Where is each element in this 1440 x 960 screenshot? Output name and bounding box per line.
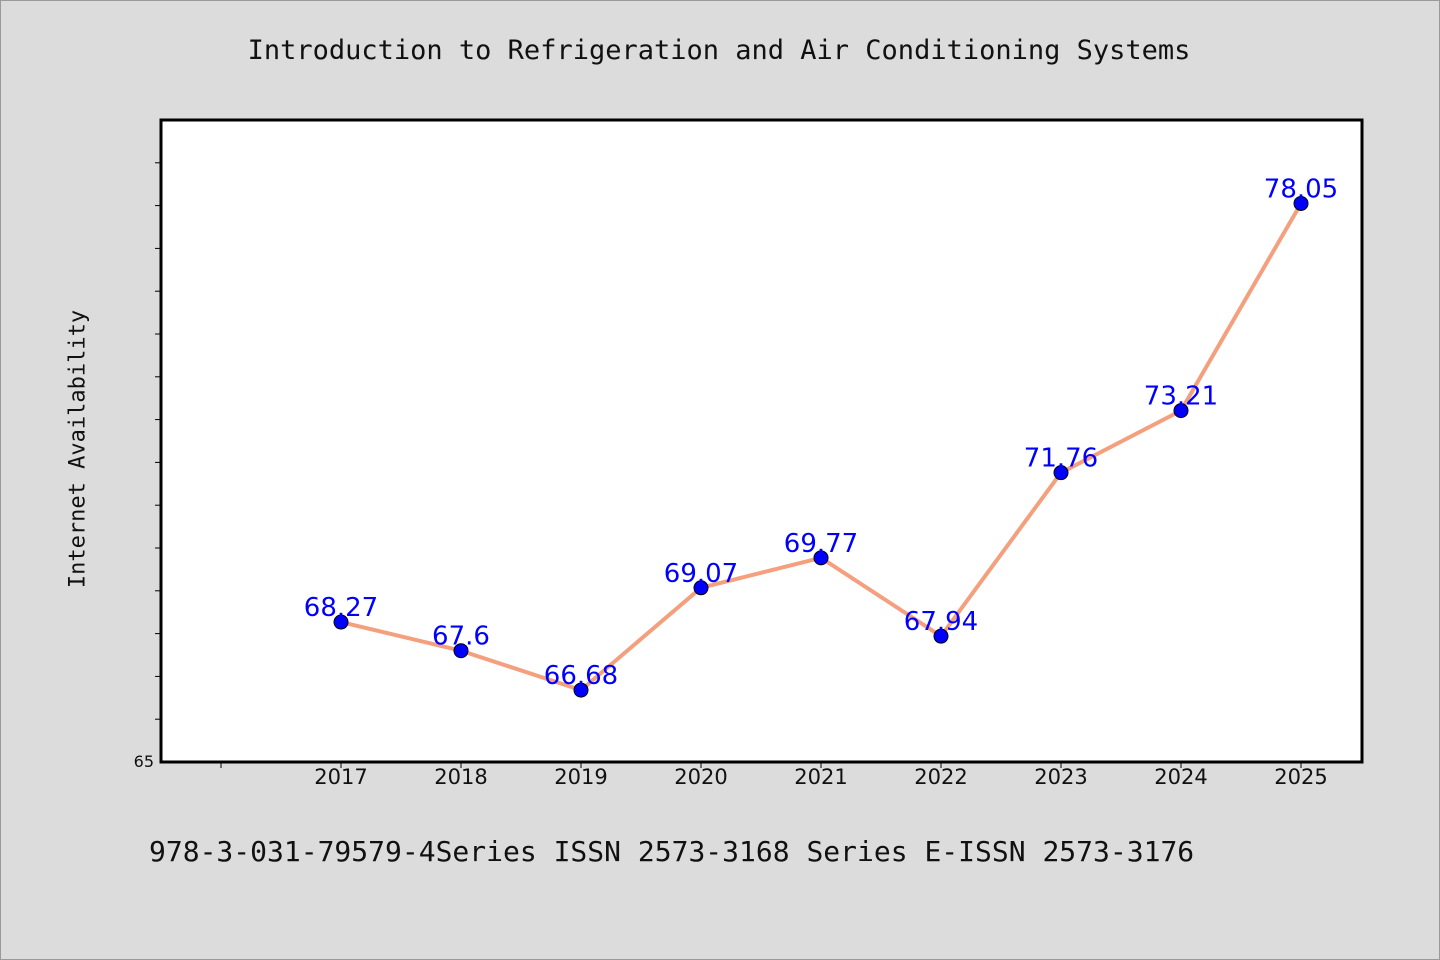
data-label: 67.94 — [904, 607, 978, 637]
data-label: 71.76 — [1024, 444, 1098, 474]
y-tick-label-min: 65 — [134, 752, 154, 771]
data-point — [573, 682, 589, 698]
data-label: 68.27 — [304, 593, 378, 623]
data-label: 69.77 — [784, 529, 858, 559]
data-labels: 68.27 67.6 66.68 69.07 69.77 67.94 71.76 73.21 7… — [304, 174, 1338, 691]
series-markers — [333, 195, 1309, 698]
data-label: 66.68 — [544, 661, 618, 691]
x-tick-label: 2018 — [434, 765, 487, 789]
x-tick-label: 2021 — [794, 765, 847, 789]
x-tick-label: 2020 — [674, 765, 727, 789]
data-label: 67.6 — [432, 622, 490, 652]
data-point — [453, 643, 469, 659]
x-axis-ticks: 2017 2018 2019 2020 2021 2022 2023 2024 2025 — [220, 762, 1328, 789]
x-tick-label: 2017 — [314, 765, 367, 789]
data-point — [813, 550, 829, 566]
data-label: 69.07 — [664, 559, 738, 589]
x-tick-label: 2023 — [1034, 765, 1087, 789]
data-point — [1293, 195, 1309, 211]
plot-area — [159, 118, 1364, 764]
x-tick-label: 2024 — [1154, 765, 1207, 789]
data-label: 78.05 — [1264, 174, 1338, 204]
isbn-footer: 978-3-031-79579-4Series ISSN 2573-3168 S… — [149, 835, 1195, 868]
data-label: 73.21 — [1144, 382, 1218, 412]
x-tick-label: 2019 — [554, 765, 607, 789]
data-point — [1173, 403, 1189, 419]
data-point — [933, 628, 949, 644]
data-point — [333, 614, 349, 630]
chart-title: Introduction to Refrigeration and Air Co… — [247, 35, 1191, 66]
y-axis-ticks — [155, 162, 161, 720]
data-point — [693, 580, 709, 596]
x-tick-label: 2022 — [914, 765, 967, 789]
data-point — [1053, 465, 1069, 481]
x-tick-label: 2025 — [1274, 765, 1327, 789]
